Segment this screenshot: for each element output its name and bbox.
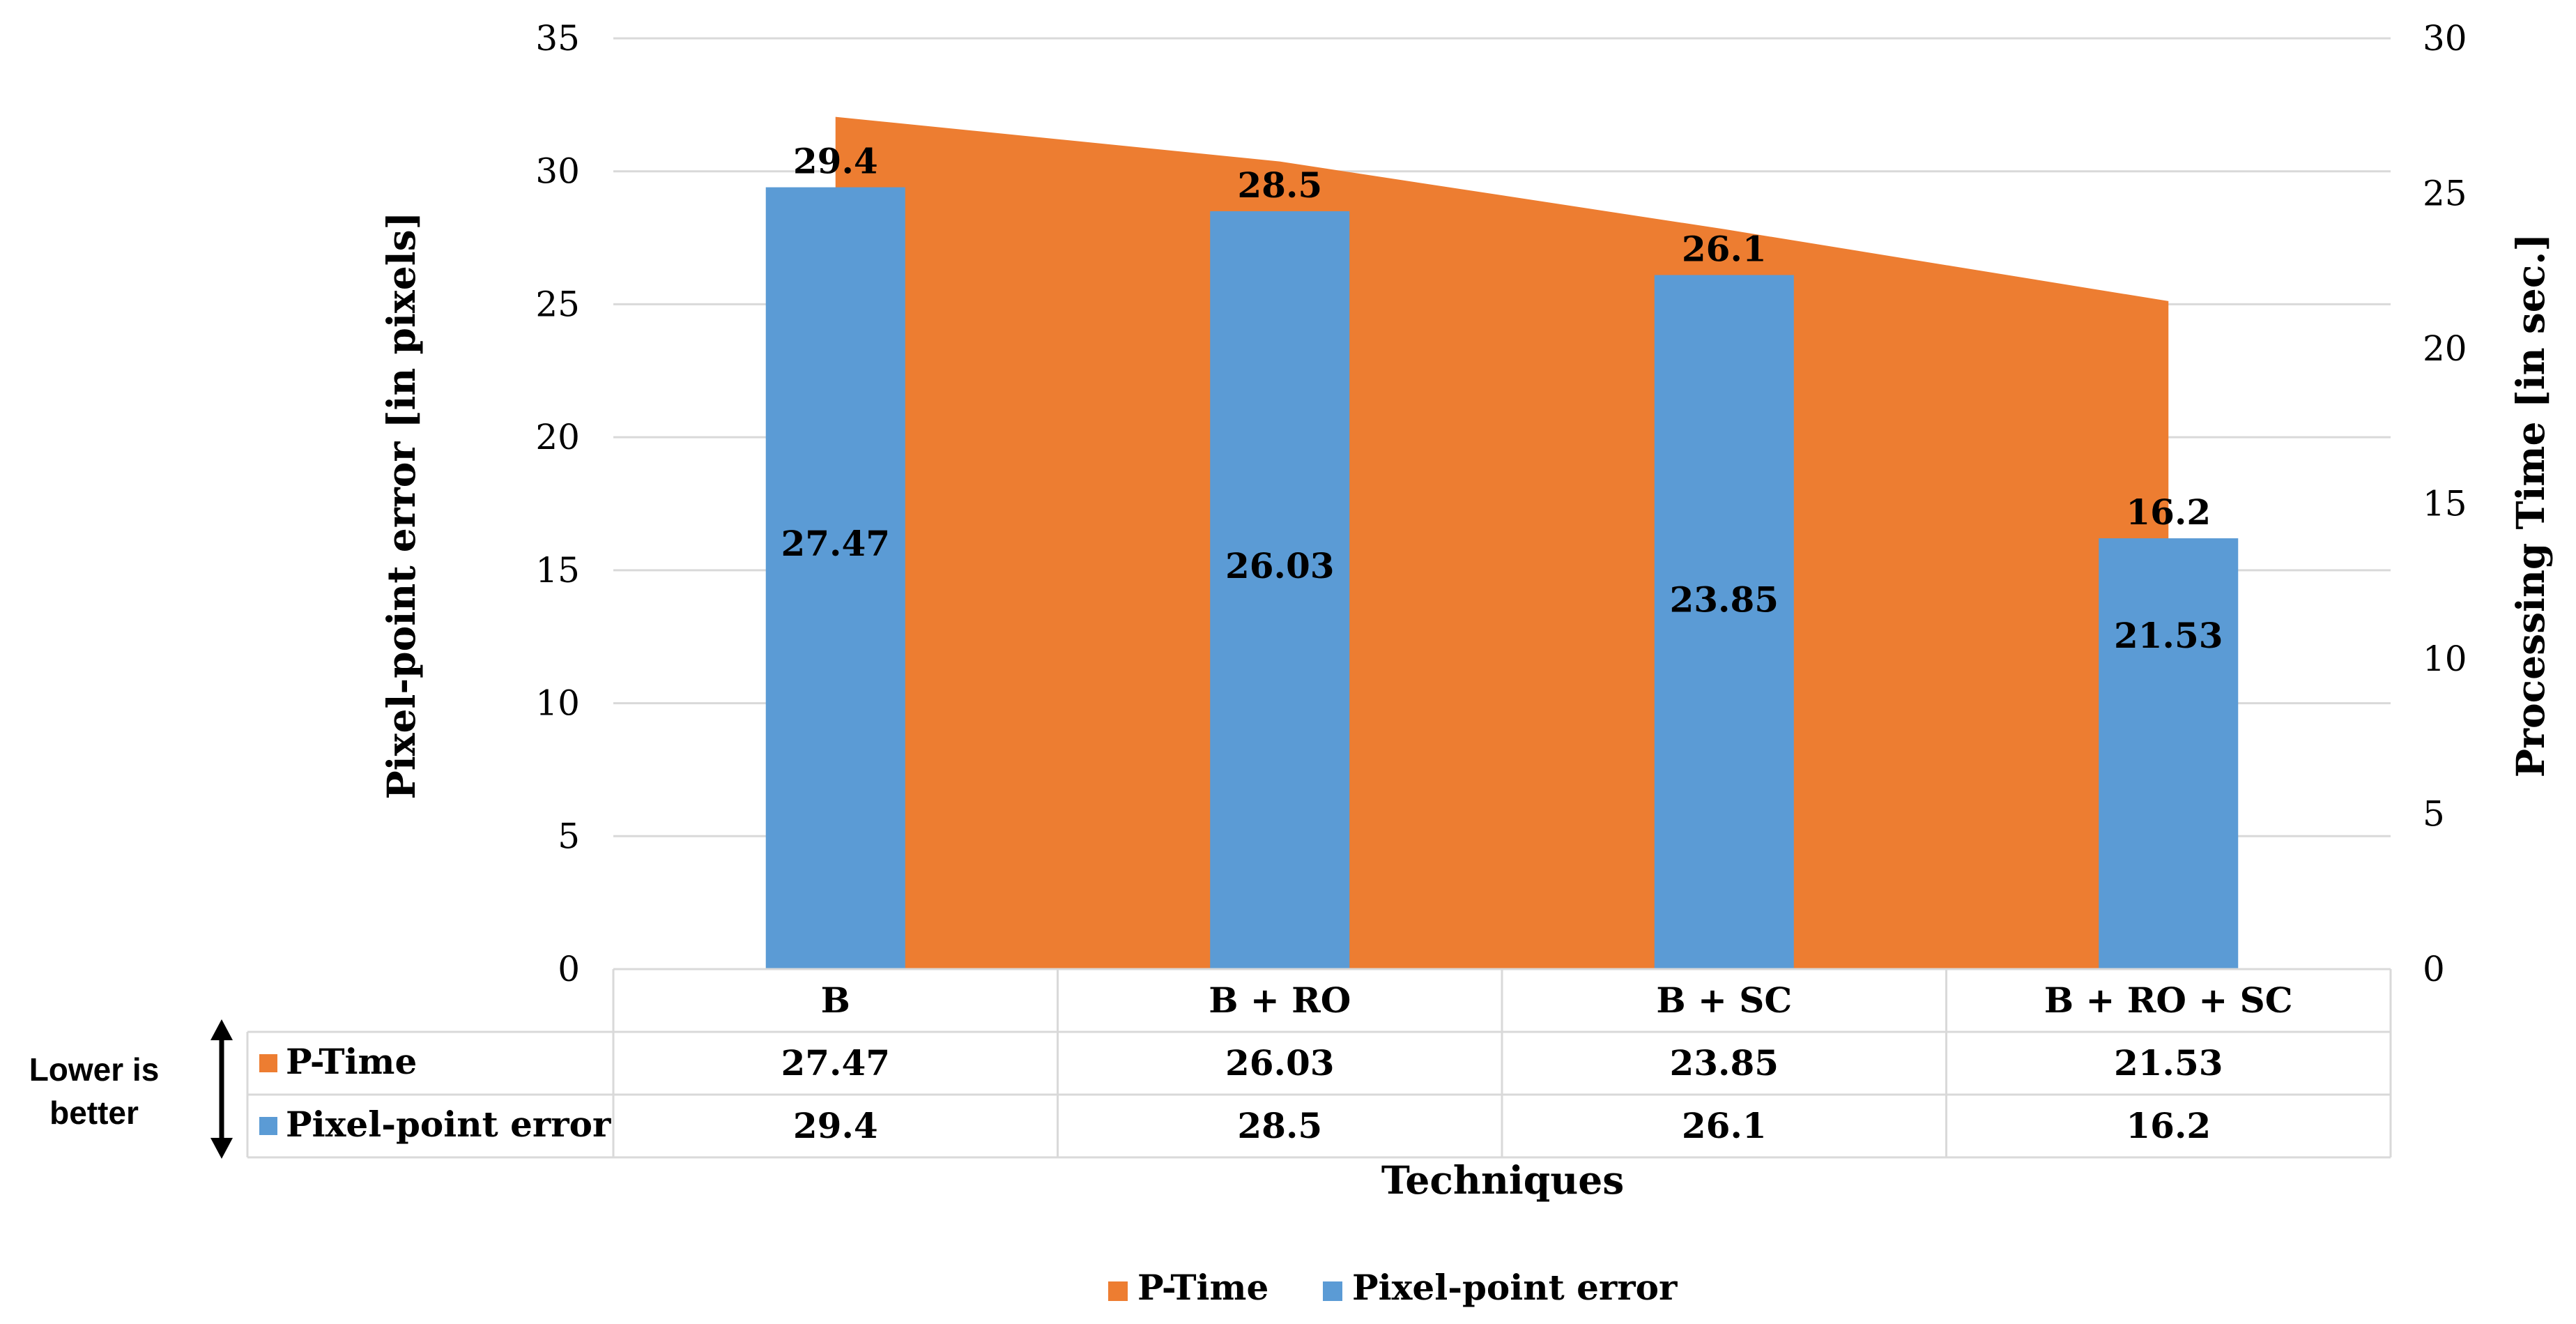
- arrow-up-icon: [210, 1019, 233, 1040]
- right-tick-label: 25: [2423, 174, 2467, 214]
- pixel-error-bar-series: [765, 187, 2239, 970]
- area-value-label: 23.85: [1669, 579, 1779, 620]
- left-tick-label: 20: [535, 417, 580, 457]
- bar-pixel-error: [2099, 538, 2239, 969]
- data-labels: 29.4 28.5 26.1 16.2 27.47 26.03 23.85 21.53: [781, 141, 2223, 656]
- left-tick-label: 10: [535, 683, 580, 724]
- x-axis-title: Techniques: [1381, 1157, 1624, 1203]
- right-axis-ticks: 0 5 10 15 20 25 30: [2423, 18, 2467, 989]
- area-value-label: 21.53: [2114, 615, 2223, 656]
- p-time-area: [835, 116, 2169, 970]
- left-tick-label: 25: [535, 284, 580, 324]
- note-line-2: better: [49, 1095, 139, 1131]
- area-value-label: 26.03: [1225, 545, 1335, 586]
- legend-swatch-p-time: [1108, 1281, 1128, 1301]
- legend-swatch-pixel-error: [1323, 1281, 1342, 1301]
- table-row-label-p-time: P-Time: [286, 1041, 417, 1082]
- legend-label-p-time: P-Time: [1137, 1267, 1268, 1308]
- p-time-area-series: [835, 116, 2169, 970]
- table-row-label-pixel-error: Pixel-point error: [286, 1104, 611, 1145]
- bar-value-label: 26.1: [1682, 228, 1767, 269]
- right-tick-label: 30: [2423, 18, 2467, 59]
- right-tick-label: 20: [2423, 328, 2467, 369]
- left-tick-label: 15: [535, 550, 580, 591]
- table-cell-p-time: 21.53: [2114, 1042, 2223, 1083]
- left-axis-ticks: 0 5 10 15 20 25 30 35: [535, 18, 580, 989]
- left-tick-label: 35: [535, 18, 580, 59]
- category-label: B: [821, 980, 850, 1021]
- left-tick-label: 5: [558, 816, 580, 856]
- right-tick-label: 15: [2423, 484, 2467, 524]
- table-cell-pixel-error: 29.4: [793, 1105, 878, 1146]
- right-axis-title: Processing Time [in sec.]: [2508, 234, 2553, 778]
- legend: P-Time Pixel-point error: [1108, 1267, 1678, 1308]
- table-cell-pixel-error: 16.2: [2126, 1105, 2211, 1146]
- right-tick-label: 10: [2423, 639, 2467, 679]
- table-cell-p-time: 26.03: [1225, 1042, 1335, 1083]
- right-tick-label: 5: [2423, 794, 2445, 835]
- table-cell-p-time: 27.47: [781, 1042, 890, 1083]
- left-tick-label: 30: [535, 151, 580, 192]
- table-swatch-p-time: [259, 1054, 277, 1072]
- left-axis-title: Pixel-point error [in pixels]: [378, 211, 424, 799]
- bar-value-label: 16.2: [2126, 492, 2211, 533]
- note-line-1: Lower is: [29, 1051, 160, 1088]
- left-tick-label: 0: [558, 949, 580, 989]
- bar-value-label: 28.5: [1237, 165, 1322, 206]
- legend-label-pixel-error: Pixel-point error: [1352, 1267, 1678, 1308]
- bar-value-label: 29.4: [793, 141, 878, 182]
- area-value-label: 27.47: [781, 523, 890, 564]
- right-tick-label: 0: [2423, 949, 2445, 989]
- data-table: B B + RO B + SC B + RO + SC P-Time Pixel-poin…: [246, 968, 2392, 1159]
- table-cell-p-time: 23.85: [1669, 1042, 1779, 1083]
- bar-pixel-error: [765, 187, 905, 970]
- table-swatch-pixel-error: [259, 1117, 277, 1135]
- table-cell-pixel-error: 28.5: [1237, 1105, 1322, 1146]
- bar-pixel-error: [1210, 211, 1350, 969]
- arrow-down-icon: [210, 1138, 233, 1159]
- category-label: B + SC: [1656, 980, 1792, 1021]
- category-label: B + RO: [1209, 980, 1351, 1021]
- category-label: B + RO + SC: [2044, 980, 2293, 1021]
- lower-is-better-note: Lower is better: [29, 1019, 233, 1159]
- bar-pixel-error: [1654, 275, 1794, 969]
- table-cell-pixel-error: 26.1: [1682, 1105, 1767, 1146]
